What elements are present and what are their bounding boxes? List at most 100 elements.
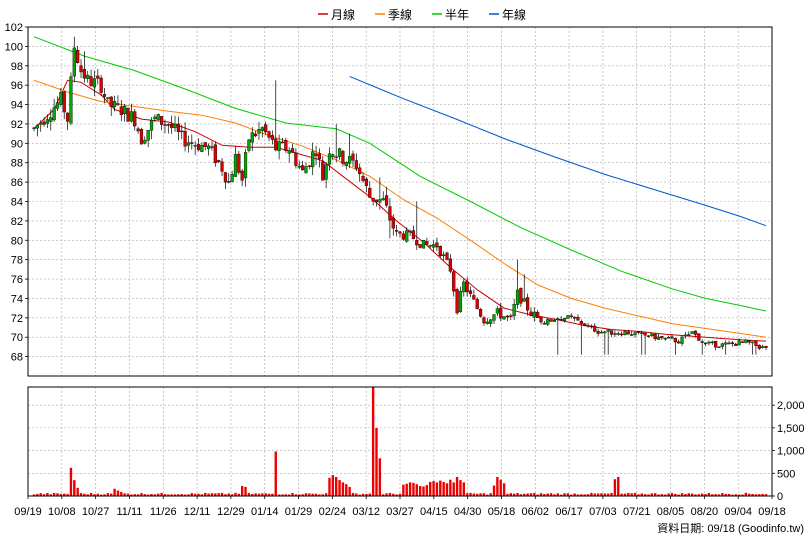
- volume-bar: [110, 493, 113, 496]
- volume-bar: [227, 493, 230, 496]
- candle-body: [311, 151, 315, 168]
- volume-bar: [338, 480, 341, 496]
- volume-bar: [99, 494, 103, 496]
- candle-body: [754, 340, 758, 346]
- candle-body: [260, 127, 264, 131]
- candle-body: [146, 129, 150, 141]
- volume-bar: [758, 494, 761, 496]
- candle-body: [707, 341, 711, 344]
- volume-bar: [643, 494, 647, 496]
- candle-body: [112, 101, 117, 108]
- candle-body: [623, 331, 627, 335]
- candle-body: [586, 325, 590, 327]
- candle-body: [630, 334, 634, 336]
- candle-body: [368, 187, 372, 198]
- candle-body: [398, 231, 402, 234]
- volume-bar: [627, 492, 630, 496]
- volume-bar: [234, 492, 237, 496]
- volume-bar: [375, 427, 378, 496]
- volume-bar: [761, 493, 764, 496]
- volume-bar: [230, 494, 234, 496]
- price-tick-label: 88: [11, 158, 23, 170]
- volume-bar: [244, 486, 247, 496]
- date-axis-labels: 09/19 10/08 10/27 11/11 11/26 12/11 12/29 01/14…: [14, 496, 786, 518]
- candle-body: [415, 240, 419, 246]
- candle-body: [102, 94, 107, 97]
- candle-body: [106, 97, 110, 99]
- candle-body: [240, 170, 244, 181]
- price-tick-label: 94: [11, 100, 23, 112]
- volume-bar: [734, 494, 737, 496]
- candle-body: [656, 336, 661, 340]
- volume-bar: [731, 494, 734, 496]
- volume-bar: [298, 494, 301, 496]
- volume-bar: [123, 493, 126, 496]
- price-tick-label: 78: [11, 255, 23, 267]
- volume-bar: [267, 493, 271, 496]
- candle-body: [324, 164, 328, 180]
- candle-body: [223, 172, 227, 183]
- volume-bar: [536, 494, 539, 496]
- candle-body: [384, 195, 389, 206]
- candle-body: [703, 342, 708, 345]
- volume-bar: [455, 476, 459, 496]
- volume-bar: [486, 494, 489, 496]
- candle-body: [86, 74, 90, 79]
- candle-body: [180, 130, 184, 133]
- candle-body: [606, 329, 610, 332]
- price-tick-label: 68: [11, 352, 23, 364]
- volume-bar: [620, 493, 623, 496]
- volume-bar: [472, 493, 476, 496]
- volume-bar: [566, 493, 570, 496]
- price-tick-label: 76: [11, 274, 23, 286]
- candle-body: [435, 242, 439, 248]
- candle-body: [431, 244, 436, 248]
- ma-line-ma_h: [33, 36, 767, 312]
- candle-body: [173, 123, 177, 129]
- legend-label-1: 季線: [388, 7, 412, 22]
- volume-bar: [586, 494, 590, 496]
- volume-bar: [163, 494, 167, 496]
- candle-body: [747, 340, 751, 343]
- volume-bar: [516, 493, 519, 496]
- volume-bar: [751, 493, 754, 496]
- candle-body: [213, 144, 217, 164]
- candle-body: [720, 343, 724, 347]
- candle-body: [378, 199, 382, 203]
- candle-body: [139, 129, 144, 145]
- candle-body: [525, 297, 530, 311]
- volume-bar: [324, 493, 328, 496]
- volume-tick-label: 0: [777, 491, 783, 503]
- volume-bar: [42, 494, 46, 496]
- candle-body: [149, 120, 154, 131]
- candle-body: [348, 156, 352, 164]
- volume-bar: [606, 493, 610, 496]
- volume-bar: [113, 488, 116, 496]
- volume-bar: [408, 482, 412, 496]
- price-tick-label: 92: [11, 119, 23, 131]
- candle-body: [217, 160, 221, 162]
- candle-body: [143, 139, 147, 144]
- candle-body: [579, 321, 583, 324]
- volume-bar: [697, 494, 701, 496]
- candle-body: [220, 161, 224, 172]
- candle-body: [72, 47, 76, 77]
- volume-bar: [754, 494, 758, 496]
- volume-bar: [492, 485, 496, 496]
- volume-bar: [314, 493, 318, 496]
- volume-bar: [593, 493, 596, 496]
- candle-body: [462, 281, 466, 293]
- candle-body: [257, 129, 261, 134]
- candle-body: [388, 206, 392, 221]
- candle-body: [522, 298, 526, 302]
- candle-body: [438, 246, 442, 257]
- candle-body: [714, 340, 718, 348]
- volume-bar: [341, 482, 345, 496]
- candle-body: [65, 112, 70, 122]
- volume-bar: [153, 494, 157, 496]
- candle-body: [603, 331, 607, 334]
- volume-bar: [271, 493, 274, 496]
- candle-body: [445, 252, 449, 260]
- candle-body: [724, 342, 728, 345]
- volume-bar: [89, 493, 93, 496]
